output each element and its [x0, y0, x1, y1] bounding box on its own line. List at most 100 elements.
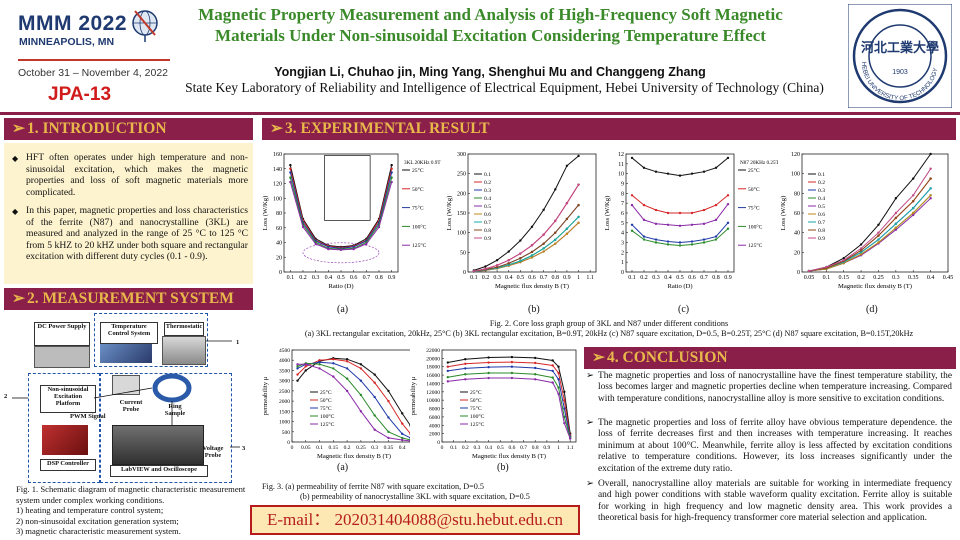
data-point [877, 241, 880, 244]
data-point [563, 421, 566, 425]
data-point [654, 222, 658, 226]
series-line [631, 203, 729, 227]
y-tick-label: 8000 [429, 407, 440, 413]
x-tick-label: 0.45 [943, 275, 954, 281]
x-tick-label: 0.1 [316, 445, 323, 451]
header: MMM 2022 MINNEAPOLIS, MN October 31 – No… [0, 0, 960, 112]
data-point [487, 365, 490, 369]
y-tick-label: 100 [273, 196, 282, 202]
data-point [557, 365, 560, 368]
x-tick-label: 1.1 [567, 445, 574, 451]
y-axis-label: Loss (W/Kg) [446, 196, 453, 231]
data-point [289, 171, 292, 174]
data-point [654, 241, 658, 244]
x-tick-label: 0.6 [528, 275, 536, 281]
data-point [807, 269, 811, 273]
x-tick-label: 0.5 [676, 275, 684, 281]
conference-logo: MMM 2022 MINNEAPOLIS, MN October 31 – No… [4, 4, 174, 108]
data-point [345, 377, 349, 380]
data-point [542, 247, 545, 250]
data-point [446, 380, 450, 383]
data-point [487, 376, 490, 380]
data-point [373, 373, 376, 376]
legend-label: 0.1 [818, 172, 825, 178]
legend-label: 100°C [320, 413, 335, 420]
data-point [565, 232, 569, 236]
data-point [359, 410, 363, 413]
x-tick-label: 0.9 [388, 275, 396, 281]
diamond-bullet-icon: ◆ [12, 207, 19, 216]
conclusion-item: ➢ Overall, nanocrystalline alloy material… [586, 479, 952, 524]
y-tick-label: 2500 [279, 389, 290, 395]
data-point [894, 216, 898, 220]
data-point [554, 242, 557, 245]
chart-svg: 00.050.10.150.20.250.30.350.40.450500100… [262, 348, 421, 460]
legend-label: 0.4 [484, 196, 491, 202]
data-point [859, 253, 863, 256]
y-tick-label: 0 [797, 270, 800, 276]
data-point [714, 235, 718, 238]
y-tick-label: 3000 [279, 379, 290, 385]
data-point [654, 208, 658, 212]
x-tick-label: 0.7 [700, 275, 708, 281]
y-tick-label: 3 [621, 241, 624, 247]
data-point [289, 180, 292, 184]
dsp-board-photo [42, 425, 88, 455]
legend-label: 75°C [320, 405, 332, 412]
legend-label: 50°C [470, 397, 482, 404]
y-tick-label: 160 [273, 152, 282, 158]
y-tick-label: 80 [794, 191, 800, 197]
data-point [296, 363, 299, 366]
series-line [473, 184, 579, 272]
data-point [877, 223, 880, 226]
data-point [690, 243, 694, 246]
legend-label: 75°C [748, 205, 760, 212]
data-point [401, 436, 404, 440]
data-point [487, 371, 490, 375]
y-tick-label: 40 [276, 241, 282, 247]
data-point [318, 361, 321, 364]
zoom-ellipse [302, 242, 380, 264]
data-point [577, 215, 580, 219]
data-point [390, 167, 393, 170]
email-contact[interactable]: E-mail： 202031404088@stu.hebut.edu.cn [250, 505, 580, 535]
y-tick-label: 20 [276, 255, 282, 261]
data-point [642, 203, 646, 207]
data-point [304, 365, 307, 368]
seal-year: 1903 [892, 69, 908, 76]
y-tick-label: 2000 [279, 399, 290, 405]
legend-label: 100°C [470, 413, 485, 420]
fig2-caption-detail: (a) 3KL rectangular excitation, 20kHz, 2… [304, 329, 914, 338]
data-point [373, 428, 376, 431]
data-point [563, 390, 566, 394]
y-tick-label: 10 [618, 172, 624, 178]
data-point [542, 242, 545, 245]
y-tick-label: 60 [794, 211, 800, 217]
data-point [565, 217, 569, 221]
dsp-controller: DSP Controller [40, 459, 96, 471]
x-tick-label: 0.1 [450, 445, 457, 451]
data-point [630, 229, 634, 232]
x-axis-label: Magnetic flux density B (T) [317, 453, 391, 460]
data-point [554, 188, 557, 191]
data-point [557, 378, 560, 381]
y-tick-label: 100 [457, 231, 466, 237]
measurement-heading: ➢ 2. MEASUREMENT SYSTEM [4, 288, 253, 310]
data-point [929, 152, 932, 156]
legend-label: 125°C [412, 242, 427, 249]
x-tick-label: 0.4 [927, 275, 935, 281]
data-point [373, 395, 376, 399]
x-tick-label: 0.25 [873, 275, 884, 281]
arrow-bullet-icon: ➢ [586, 479, 594, 489]
x-tick-label: 0.8 [375, 275, 383, 281]
data-point [534, 356, 537, 360]
label-3: 3 [242, 445, 246, 452]
chart-svg: 0 0.1 0.2 0.3 0.4 0.5 0.6 0.7 0.8 0.9 1 1.1 0 2000 400… [410, 348, 577, 460]
arrow-bullet-icon: ➢ [586, 371, 594, 381]
results-heading: ➢ 3. EXPERIMENTAL RESULT [262, 118, 956, 140]
x-tick-label: 0.2 [462, 445, 469, 451]
data-point [577, 183, 580, 186]
x-axis-label: Ratio (D) [328, 283, 353, 290]
y-tick-label: 0 [437, 440, 440, 446]
data-point [296, 373, 299, 376]
